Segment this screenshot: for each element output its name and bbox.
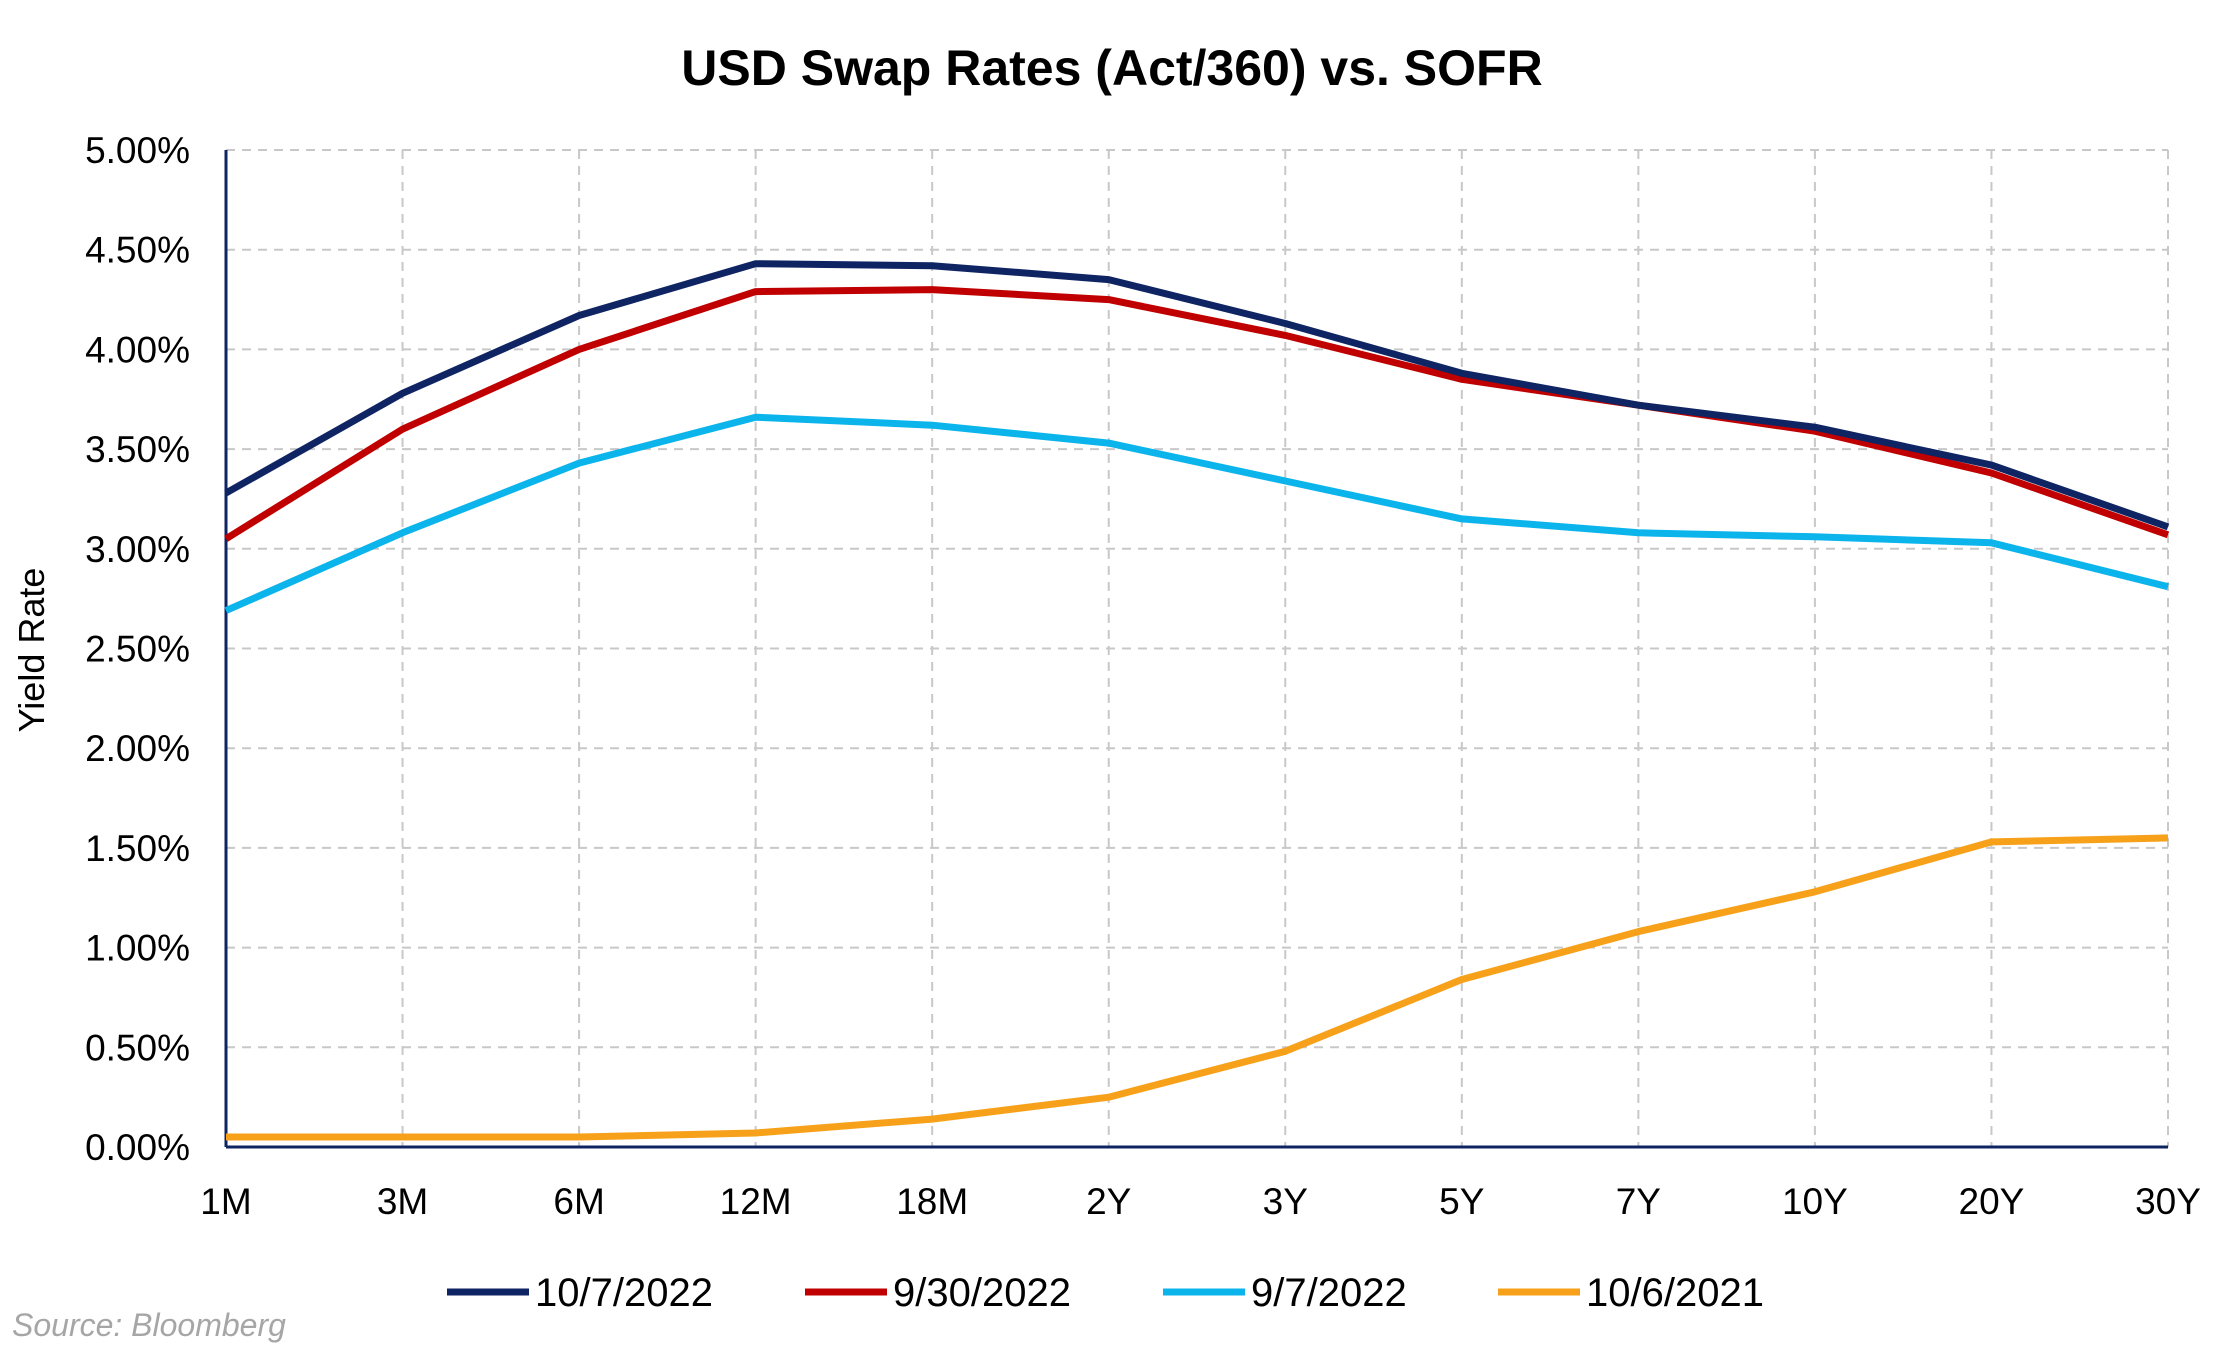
series-lines (224, 260, 2170, 1141)
legend: 10/7/2022 9/30/2022 9/7/2022 10/6/2021 (447, 1271, 1764, 1315)
y-tick-label: 5.00% (85, 130, 190, 171)
x-tick-label: 10Y (1782, 1181, 1848, 1222)
legend-label: 10/7/2022 (535, 1271, 713, 1315)
legend-label: 9/7/2022 (1251, 1271, 1407, 1315)
x-tick-label: 18M (896, 1181, 968, 1222)
x-tick-label: 30Y (2135, 1181, 2201, 1222)
x-tick-label: 1M (200, 1181, 251, 1222)
x-tick-label: 5Y (1439, 1181, 1484, 1222)
y-tick-label: 0.00% (85, 1127, 190, 1168)
chart-title: USD Swap Rates (Act/360) vs. SOFR (681, 40, 1542, 96)
y-tick-label: 4.50% (85, 230, 190, 271)
x-tick-label: 3M (377, 1181, 428, 1222)
y-tick-label: 4.00% (85, 329, 190, 370)
source-note: Source: Bloomberg (12, 1307, 286, 1343)
y-axis-label: Yield Rate (11, 568, 52, 733)
series-line-1 (224, 286, 2170, 542)
axes (224, 150, 2168, 1149)
y-tick-label: 1.00% (85, 928, 190, 969)
x-tick-label: 20Y (1959, 1181, 2025, 1222)
x-tick-labels: 1M 3M 6M 12M 18M 2Y 3Y 5Y 7Y 10Y 20Y 30Y (200, 1181, 2201, 1222)
x-tick-label: 7Y (1616, 1181, 1661, 1222)
y-tick-labels: 0.00% 0.50% 1.00% 1.50% 2.00% 2.50% 3.00% 3.50%… (85, 130, 190, 1168)
grid (226, 149, 2169, 1147)
x-tick-label: 6M (553, 1181, 604, 1222)
y-tick-label: 0.50% (85, 1027, 190, 1068)
x-tick-label: 2Y (1086, 1181, 1131, 1222)
y-tick-label: 3.00% (85, 529, 190, 570)
series-line-0 (224, 260, 2170, 531)
legend-label: 9/30/2022 (893, 1271, 1071, 1315)
x-tick-label: 12M (720, 1181, 792, 1222)
series-line-3 (226, 834, 2169, 1141)
y-tick-label: 3.50% (85, 429, 190, 470)
series-line-2 (224, 413, 2169, 614)
y-tick-label: 2.00% (85, 728, 190, 769)
y-tick-label: 1.50% (85, 828, 190, 869)
x-tick-label: 3Y (1263, 1181, 1308, 1222)
legend-label: 10/6/2021 (1586, 1271, 1764, 1315)
y-tick-label: 2.50% (85, 629, 190, 670)
